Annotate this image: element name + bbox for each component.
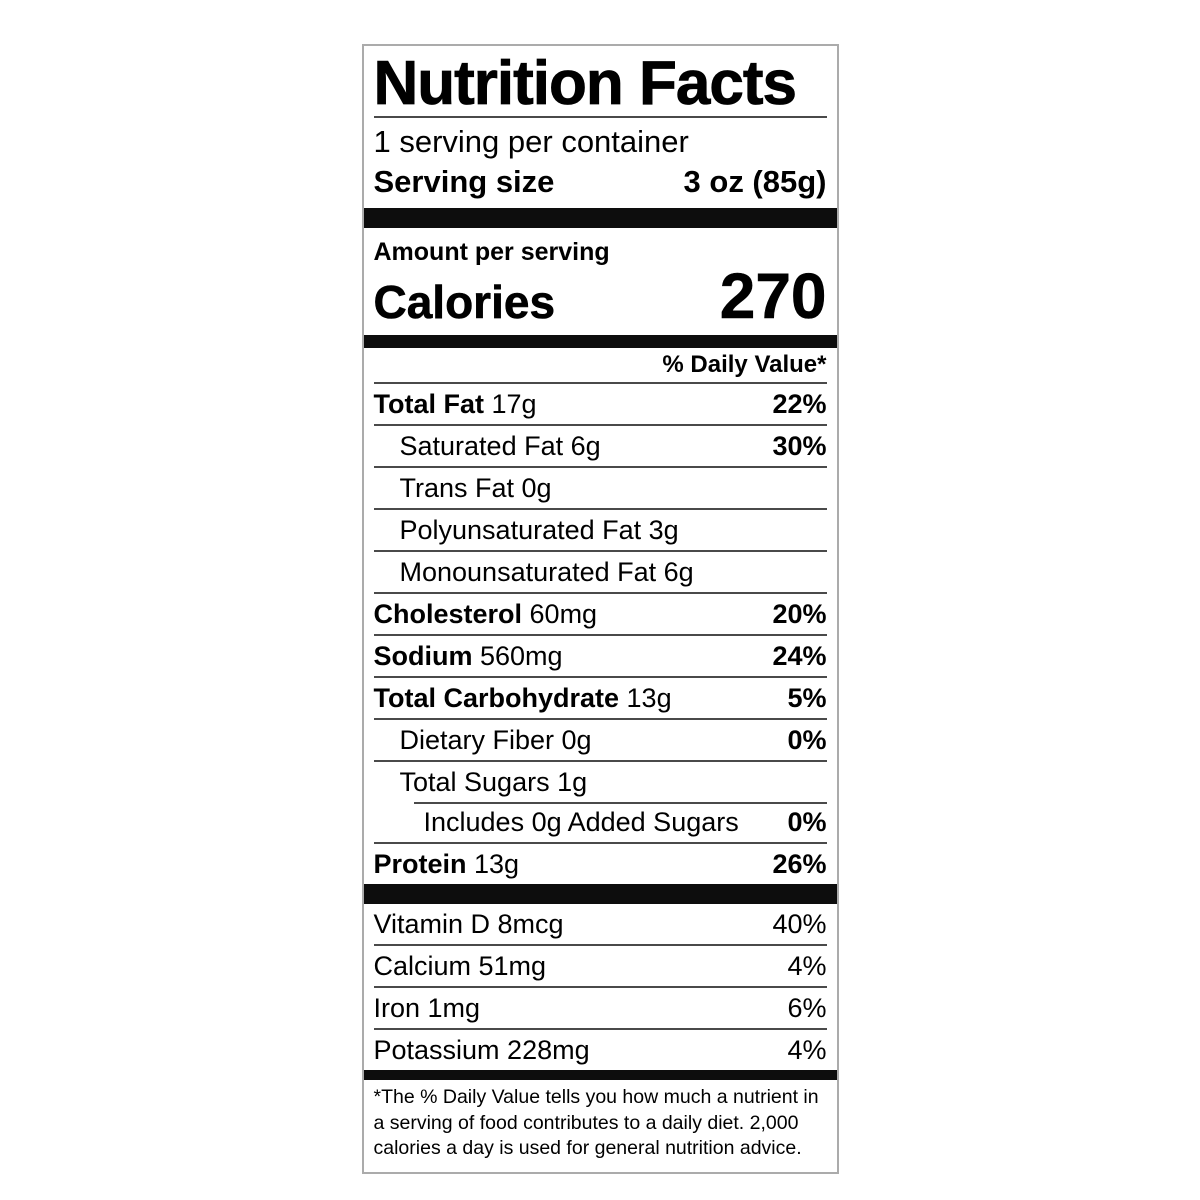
vitamin-row: Iron 1mg 6% bbox=[373, 986, 827, 1028]
title-divider bbox=[373, 116, 827, 118]
nutrient-rows: Total Fat 17g 22% Saturated Fat 6g 30% Trans… bbox=[373, 382, 827, 884]
vitamin-name: Vitamin D 8mcg bbox=[373, 909, 564, 939]
nutrient-daily-value: 0% bbox=[787, 807, 827, 837]
vitamin-row: Calcium 51mg 4% bbox=[373, 944, 827, 986]
nutrient-row: Includes 0g Added Sugars 0% bbox=[374, 802, 827, 842]
nutrient-name: Saturated Fat 6g bbox=[399, 431, 601, 461]
vitamin-name: Calcium 51mg bbox=[373, 951, 547, 981]
nutrient-row: Total Fat 17g 22% bbox=[373, 382, 827, 424]
vitamin-row: Potassium 228mg 4% bbox=[373, 1028, 827, 1070]
nutrient-row: Total Sugars 1g bbox=[373, 760, 827, 802]
nutrient-name: Dietary Fiber 0g bbox=[399, 725, 592, 755]
daily-value-header: % Daily Value* bbox=[662, 351, 827, 378]
nutrient-name: Includes 0g Added Sugars bbox=[423, 807, 739, 837]
nutrient-daily-value: 26% bbox=[772, 849, 827, 879]
nutrient-row: Saturated Fat 6g 30% bbox=[373, 424, 827, 466]
nutrient-name: Cholesterol 60mg bbox=[373, 599, 598, 629]
vitamin-daily-value: 4% bbox=[787, 1035, 827, 1065]
nutrient-row: Dietary Fiber 0g 0% bbox=[373, 718, 827, 760]
nutrient-name: Polyunsaturated Fat 3g bbox=[399, 515, 679, 545]
nutrient-name: Trans Fat 0g bbox=[399, 473, 552, 503]
divider-bar-thick-bottom bbox=[363, 884, 837, 904]
vitamin-name: Potassium 228mg bbox=[373, 1035, 590, 1065]
nutrient-name: Total Sugars 1g bbox=[399, 767, 588, 797]
vitamin-daily-value: 6% bbox=[787, 993, 827, 1023]
amount-per-serving: Amount per serving bbox=[373, 238, 610, 266]
nutrient-row: Trans Fat 0g bbox=[373, 466, 827, 508]
nutrient-name: Sodium 560mg bbox=[373, 641, 563, 671]
servings-per-container: 1 serving per container bbox=[373, 124, 689, 159]
nutrient-row: Cholesterol 60mg 20% bbox=[373, 592, 827, 634]
label-title: Nutrition Facts bbox=[373, 49, 797, 118]
nutrient-daily-value: 22% bbox=[772, 389, 827, 419]
nutrient-row: Monounsaturated Fat 6g bbox=[373, 550, 827, 592]
vitamin-daily-value: 4% bbox=[787, 951, 827, 981]
serving-size-value: 3 oz (85g) bbox=[683, 164, 827, 199]
nutrient-name: Total Fat 17g bbox=[373, 389, 537, 419]
divider-bar-small bbox=[363, 1070, 837, 1080]
nutrient-daily-value: 5% bbox=[787, 683, 827, 713]
nutrient-daily-value: 0% bbox=[787, 725, 827, 755]
nutrient-name: Protein 13g bbox=[373, 849, 520, 879]
nutrient-daily-value: 20% bbox=[772, 599, 827, 629]
divider-bar-thick-top bbox=[363, 208, 837, 228]
nutrient-name: Total Carbohydrate 13g bbox=[373, 683, 672, 713]
vitamin-daily-value: 40% bbox=[772, 909, 827, 939]
calories-value: 270 bbox=[719, 260, 827, 332]
nutrient-row: Total Carbohydrate 13g 5% bbox=[373, 676, 827, 718]
nutrient-daily-value: 30% bbox=[772, 431, 827, 461]
vitamin-name: Iron 1mg bbox=[373, 993, 481, 1023]
calories-label: Calories bbox=[373, 276, 556, 329]
nutrition-facts-label: Nutrition Facts 1 serving per container … bbox=[361, 44, 839, 1174]
footnote: *The % Daily Value tells you how much a … bbox=[373, 1086, 819, 1159]
vitamin-rows: Vitamin D 8mcg 40% Calcium 51mg 4% Iron 1mg 6… bbox=[373, 904, 827, 1070]
divider-bar-medium bbox=[363, 335, 837, 348]
nutrient-daily-value: 24% bbox=[772, 641, 827, 671]
serving-size-label: Serving size bbox=[373, 164, 555, 199]
nutrient-row: Sodium 560mg 24% bbox=[373, 634, 827, 676]
vitamin-row: Vitamin D 8mcg 40% bbox=[374, 904, 827, 944]
nutrient-row: Polyunsaturated Fat 3g bbox=[373, 508, 827, 550]
calories-row: Calories 270 bbox=[373, 260, 827, 335]
nutrient-row: Protein 13g 26% bbox=[373, 842, 827, 884]
nutrient-name: Monounsaturated Fat 6g bbox=[399, 557, 694, 587]
serving-size-row: Serving size 3 oz (85g) bbox=[374, 162, 827, 208]
